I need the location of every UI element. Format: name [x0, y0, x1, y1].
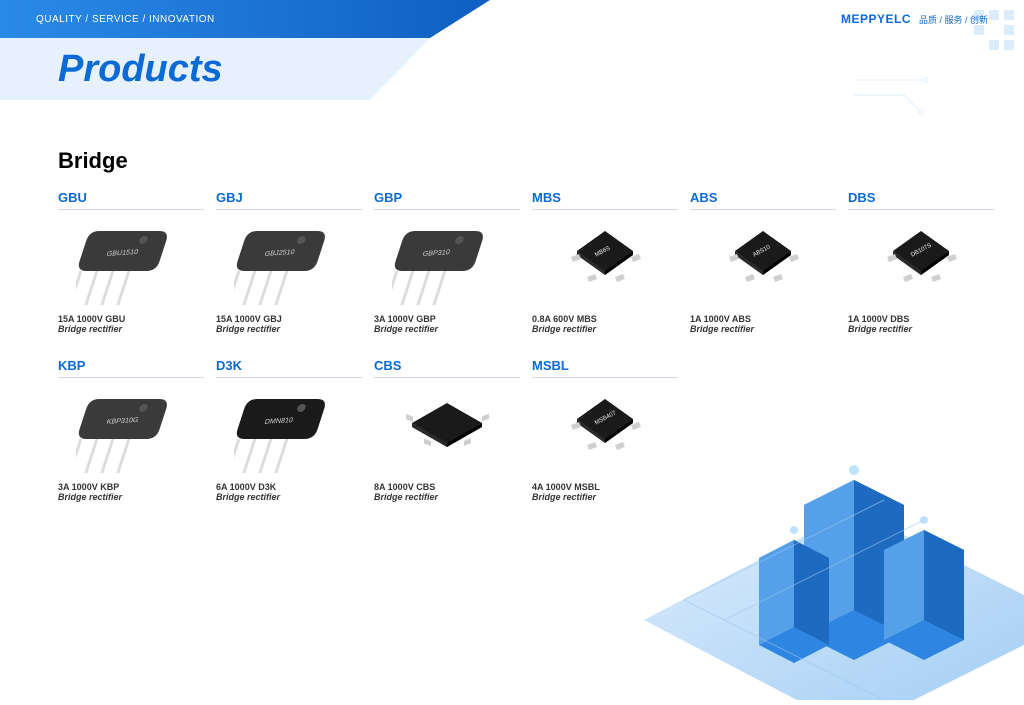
product-d3k-desc: Bridge rectifier [216, 492, 362, 502]
product-gbp-title: GBP [374, 190, 520, 210]
product-abs-image: ABS10 [690, 218, 836, 308]
product-msbl-desc: Bridge rectifier [532, 492, 678, 502]
product-grid: GBU GBU1510 15A 1000V GBU Bridge rectifi… [58, 190, 994, 502]
product-mbs-image: MB6S [532, 218, 678, 308]
product-gbp-image: GBP310 [374, 218, 520, 308]
product-cbs-spec: 8A 1000V CBS [374, 482, 520, 492]
product-msbl-spec: 4A 1000V MSBL [532, 482, 678, 492]
product-msbl-title: MSBL [532, 358, 678, 378]
product-dbs-spec: 1A 1000V DBS [848, 314, 994, 324]
product-kbp-image: KBP310G [58, 386, 204, 476]
product-kbp: KBP KBP310G 3A 1000V KBP Bridge rectifie… [58, 358, 204, 502]
product-kbp-desc: Bridge rectifier [58, 492, 204, 502]
product-gbu-image: GBU1510 [58, 218, 204, 308]
product-abs-title: ABS [690, 190, 836, 210]
product-cbs-title: CBS [374, 358, 520, 378]
product-gbu: GBU GBU1510 15A 1000V GBU Bridge rectifi… [58, 190, 204, 334]
tagline-right: 品质 / 服务 / 创新 [919, 13, 988, 26]
product-mbs: MBS MB6S 0.8A 600V MBS Bridge rectifier [532, 190, 678, 334]
product-abs: ABS ABS10 1A 1000V ABS Bridge rectifier [690, 190, 836, 334]
product-gbj-image: GBJ2510 [216, 218, 362, 308]
product-dbs-title: DBS [848, 190, 994, 210]
product-gbu-title: GBU [58, 190, 204, 210]
product-cbs-image [374, 386, 520, 476]
product-gbj-desc: Bridge rectifier [216, 324, 362, 334]
banner-title: Products [58, 48, 223, 91]
product-d3k: D3K DMN810 6A 1000V D3K Bridge rectifier [216, 358, 362, 502]
product-msbl: MSBL MSB407 4A 1000V MSBL Bridge rectifi… [532, 358, 678, 502]
product-gbu-desc: Bridge rectifier [58, 324, 204, 334]
product-gbp-desc: Bridge rectifier [374, 324, 520, 334]
product-gbu-spec: 15A 1000V GBU [58, 314, 204, 324]
product-dbs-desc: Bridge rectifier [848, 324, 994, 334]
product-kbp-title: KBP [58, 358, 204, 378]
product-cbs-desc: Bridge rectifier [374, 492, 520, 502]
logo-text: MEPPYELC [841, 12, 911, 26]
product-gbj-title: GBJ [216, 190, 362, 210]
product-gbp-spec: 3A 1000V GBP [374, 314, 520, 324]
product-dbs: DBS DB107S 1A 1000V DBS Bridge rectifier [848, 190, 994, 334]
product-mbs-desc: Bridge rectifier [532, 324, 678, 334]
product-mbs-title: MBS [532, 190, 678, 210]
product-d3k-image: DMN810 [216, 386, 362, 476]
tagline-left: QUALITY / SERVICE / INNOVATION [36, 14, 215, 25]
product-msbl-image: MSB407 [532, 386, 678, 476]
product-abs-desc: Bridge rectifier [690, 324, 836, 334]
section-title: Bridge [58, 148, 128, 174]
product-gbp: GBP GBP310 3A 1000V GBP Bridge rectifier [374, 190, 520, 334]
product-abs-spec: 1A 1000V ABS [690, 314, 836, 324]
product-d3k-title: D3K [216, 358, 362, 378]
product-kbp-spec: 3A 1000V KBP [58, 482, 204, 492]
product-cbs: CBS 8A 1000V CBS Bridge rectifier [374, 358, 520, 502]
product-mbs-spec: 0.8A 600V MBS [532, 314, 678, 324]
logo-block: MEPPYELC 品质 / 服务 / 创新 [841, 12, 988, 26]
product-dbs-image: DB107S [848, 218, 994, 308]
product-gbj-spec: 15A 1000V GBJ [216, 314, 362, 324]
product-gbj: GBJ GBJ2510 15A 1000V GBJ Bridge rectifi… [216, 190, 362, 334]
product-d3k-spec: 6A 1000V D3K [216, 482, 362, 492]
